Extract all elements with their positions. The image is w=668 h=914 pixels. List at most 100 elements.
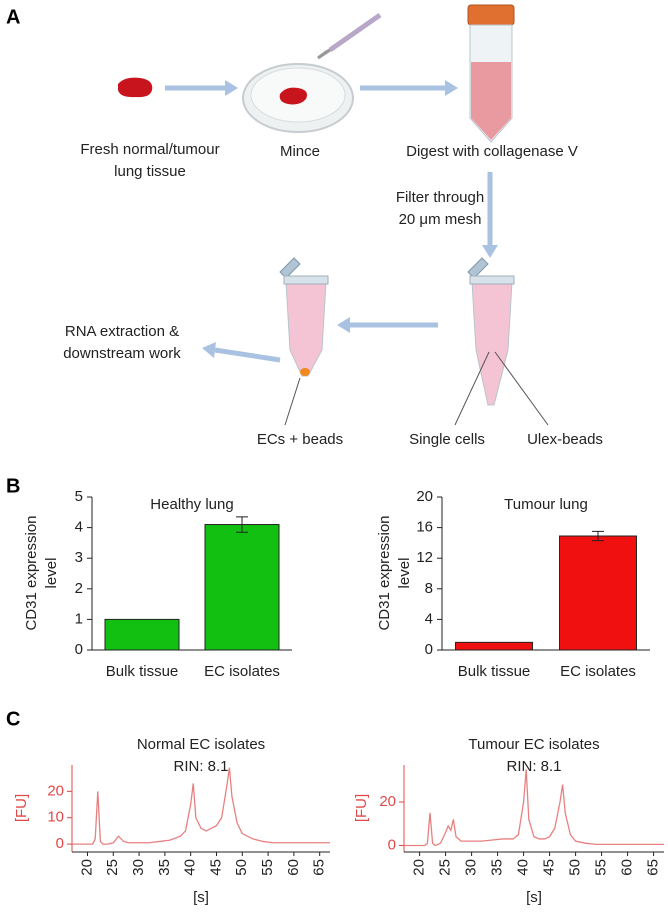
tube-rim	[469, 275, 515, 285]
step-label: downstream work	[63, 345, 181, 362]
x-axis-label: [s]	[526, 889, 542, 906]
y-tick-label: 0	[56, 835, 64, 852]
step-label: 20 μm mesh	[399, 211, 482, 228]
x-tick-label: Bulk tissue	[106, 663, 179, 680]
y-axis-label: CD31 expression	[23, 515, 40, 630]
x-tick-label: 40	[182, 859, 199, 876]
step-label: Mince	[280, 143, 320, 160]
chart-title: Tumour EC isolates	[468, 736, 599, 753]
y-axis-label: [FU]	[13, 794, 30, 822]
pointer	[284, 377, 301, 426]
step-label: lung tissue	[114, 163, 186, 180]
arrow	[214, 347, 281, 363]
step-label: Digest with collagenase V	[406, 143, 578, 160]
x-tick-label: 30	[463, 859, 480, 876]
panel-label: A	[6, 6, 20, 28]
x-tick-label: 50	[233, 859, 250, 876]
bead-pellet	[300, 368, 310, 376]
y-axis-label: level	[43, 558, 60, 589]
pointer	[494, 351, 549, 426]
y-tick-label: 4	[425, 610, 433, 627]
x-tick-label: 20	[411, 859, 428, 876]
y-tick-label: 20	[47, 782, 64, 799]
y-tick-label: 12	[416, 549, 433, 566]
x-tick-label: 60	[619, 859, 636, 876]
x-tick-label: EC isolates	[204, 663, 280, 680]
panel-label: B	[6, 475, 20, 497]
chart-title: Healthy lung	[150, 496, 233, 513]
x-axis-label: [s]	[193, 889, 209, 906]
error-bar	[236, 516, 248, 533]
tissue	[279, 87, 307, 105]
y-tick-label: 2	[75, 580, 83, 597]
y-axis-label: [FU]	[353, 794, 370, 822]
arrow-head	[202, 342, 216, 358]
x-tick-label: 45	[207, 859, 224, 876]
panel-label: C	[6, 708, 20, 730]
tube-lid	[279, 257, 301, 279]
arrow-head	[482, 245, 498, 258]
step-label: ECs + beads	[257, 431, 343, 448]
tube	[285, 281, 327, 377]
tube-rim	[283, 275, 329, 285]
step-label: Filter through	[396, 189, 484, 206]
x-tick-label: 65	[645, 859, 662, 876]
x-tick-label: 55	[259, 859, 276, 876]
y-tick-label: 4	[75, 519, 83, 536]
tube-liquid	[471, 62, 511, 140]
scalpel	[328, 12, 382, 53]
y-tick-label: 0	[425, 641, 433, 658]
y-tick-label: 20	[379, 793, 396, 810]
chart-subtitle: RIN: 8.1	[506, 758, 561, 775]
trace	[72, 767, 330, 845]
y-tick-label: 0	[75, 641, 83, 658]
tissue	[118, 77, 153, 98]
chart-title: Normal EC isolates	[137, 736, 265, 753]
step-label: Fresh normal/tumour	[80, 141, 219, 158]
chart-title: Tumour lung	[504, 496, 588, 513]
y-tick-label: 10	[47, 809, 64, 826]
arrow-head	[337, 317, 350, 333]
arrow-head	[225, 80, 238, 96]
trace	[404, 769, 664, 847]
y-tick-label: 5	[75, 488, 83, 505]
y-axis-label: CD31 expression	[376, 515, 393, 630]
bar	[204, 524, 280, 651]
x-tick-label: 30	[130, 859, 147, 876]
tube-lid	[467, 257, 489, 279]
error-bar	[592, 530, 604, 542]
tube	[471, 281, 513, 406]
x-tick-label: EC isolates	[560, 663, 636, 680]
x-tick-label: 55	[593, 859, 610, 876]
x-tick-label: 50	[567, 859, 584, 876]
x-tick-label: 65	[311, 859, 328, 876]
pointer	[454, 351, 490, 426]
y-tick-label: 3	[75, 549, 83, 566]
y-tick-label: 16	[416, 519, 433, 536]
bar	[455, 641, 533, 651]
scalpel-blade	[317, 48, 331, 60]
step-label: Ulex-beads	[527, 431, 603, 448]
x-tick-label: 25	[437, 859, 454, 876]
chart-subtitle: RIN: 8.1	[173, 758, 228, 775]
tube-cap	[467, 4, 515, 26]
y-tick-label: 0	[388, 836, 396, 853]
step-label: Single cells	[409, 431, 485, 448]
arrow-head	[445, 80, 458, 96]
y-axis-label: level	[396, 558, 413, 589]
y-tick-label: 1	[75, 610, 83, 627]
x-tick-label: 20	[78, 859, 95, 876]
bar	[559, 535, 637, 651]
x-tick-label: 35	[489, 859, 506, 876]
x-tick-label: 35	[156, 859, 173, 876]
y-tick-label: 8	[425, 580, 433, 597]
step-label: RNA extraction &	[65, 323, 179, 340]
x-tick-label: 25	[104, 859, 121, 876]
x-tick-label: 60	[285, 859, 302, 876]
y-tick-label: 20	[416, 488, 433, 505]
x-tick-label: Bulk tissue	[458, 663, 531, 680]
x-tick-label: 45	[541, 859, 558, 876]
bar	[104, 618, 180, 651]
x-tick-label: 40	[515, 859, 532, 876]
